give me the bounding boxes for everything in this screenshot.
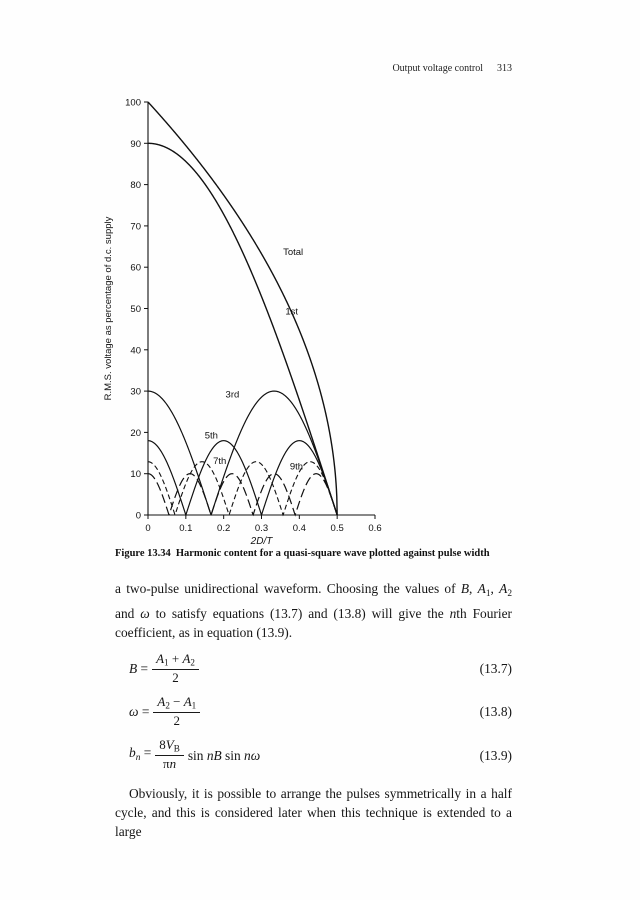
fraction: A2 − A1 2	[153, 694, 201, 729]
fraction-numerator: A1 + A2	[152, 651, 199, 670]
series-9th-label: 9th	[290, 462, 303, 473]
body-text: a two-pulse unidirectional waveform. Cho…	[115, 579, 512, 841]
equation-lhs: B =	[129, 661, 149, 677]
x-tick-label: 0.4	[293, 523, 306, 534]
y-tick-label: 100	[125, 98, 141, 109]
equation-number: (13.7)	[479, 661, 512, 677]
page-number: 313	[497, 63, 512, 74]
series-total-label: Total	[283, 247, 303, 258]
y-tick-label: 30	[130, 387, 141, 398]
y-tick-label: 20	[130, 428, 141, 439]
x-tick-label: 0.5	[331, 523, 344, 534]
fraction: 8VB πn	[155, 737, 184, 772]
fraction-numerator: A2 − A1	[153, 694, 201, 714]
equation-13-7: B = A1 + A2 2 (13.7)	[129, 651, 512, 686]
x-tick-label: 0.6	[368, 523, 381, 534]
equation-expression: bn = 8VB πn sin nB sin nω	[129, 737, 261, 772]
figure-caption: Figure 13.34 Harmonic content for a quasi…	[115, 548, 530, 559]
running-head: Output voltage control	[392, 63, 483, 74]
series-3rd-line	[147, 390, 338, 516]
figure-caption-text: Harmonic content for a quasi-square wave…	[175, 548, 490, 559]
fraction-denominator: 2	[173, 713, 181, 729]
series-7th-label: 7th	[213, 456, 226, 467]
y-tick-label: 50	[130, 304, 141, 315]
x-tick-label: 0	[145, 523, 150, 534]
series-7th-line	[147, 461, 338, 517]
fraction-denominator: πn	[163, 756, 177, 772]
series-5th-label: 5th	[205, 431, 218, 442]
series-9th-line	[147, 473, 338, 517]
equation-block: B = A1 + A2 2 (13.7) ω = A2 − A1 2	[129, 651, 512, 772]
y-tick-label: 40	[130, 345, 141, 356]
x-axis-label: 2D/T	[250, 536, 274, 547]
equation-expression: B = A1 + A2 2	[129, 651, 203, 686]
equation-rest: sin nB sin nω	[187, 747, 261, 763]
page-header: Output voltage control 313	[0, 63, 512, 74]
harmonic-content-chart: 0 10 20 30 40 50 60 70 80 90 100 0 0.1 0.2 0.3 0.4 0.5 0.…	[103, 98, 382, 548]
series-1st-line	[148, 142, 338, 516]
equation-number: (13.9)	[479, 747, 512, 763]
series-3rd-label: 3rd	[226, 389, 240, 400]
y-tick-label: 10	[130, 469, 141, 480]
equation-expression: ω = A2 − A1 2	[129, 694, 204, 729]
equation-13-9: bn = 8VB πn sin nB sin nω (13.9)	[129, 737, 512, 772]
figure-caption-label: Figure 13.34	[115, 548, 171, 559]
y-tick-label: 80	[130, 180, 141, 191]
y-axis-label: R.M.S. voltage as percentage of d.c. sup…	[103, 216, 114, 400]
paragraph-intro: a two-pulse unidirectional waveform. Cho…	[115, 581, 512, 640]
y-tick-label: 0	[136, 511, 141, 522]
equation-number: (13.8)	[479, 704, 512, 720]
y-tick-label: 60	[130, 263, 141, 274]
fraction: A1 + A2 2	[152, 651, 199, 686]
equation-13-8: ω = A2 − A1 2 (13.8)	[129, 694, 512, 729]
figure-13-34: 0 10 20 30 40 50 60 70 80 90 100 0 0.1 0.2 0.3 0.4 0.5 0.…	[95, 88, 415, 555]
fraction-denominator: 2	[172, 669, 179, 685]
x-tick-label: 0.1	[179, 523, 192, 534]
equation-lhs: ω =	[129, 704, 150, 720]
equation-lhs: bn =	[129, 744, 152, 763]
fraction-numerator: 8VB	[155, 737, 184, 757]
paragraph-closing: Obviously, it is possible to arrange the…	[115, 786, 512, 840]
series-1st-label: 1st	[285, 307, 298, 318]
y-tick-label: 70	[130, 221, 141, 232]
x-tick-label: 0.3	[255, 523, 268, 534]
x-tick-label: 0.2	[217, 523, 230, 534]
series-5th-line	[147, 440, 338, 517]
y-tick-label: 90	[130, 139, 141, 150]
series-total-line	[147, 101, 338, 516]
